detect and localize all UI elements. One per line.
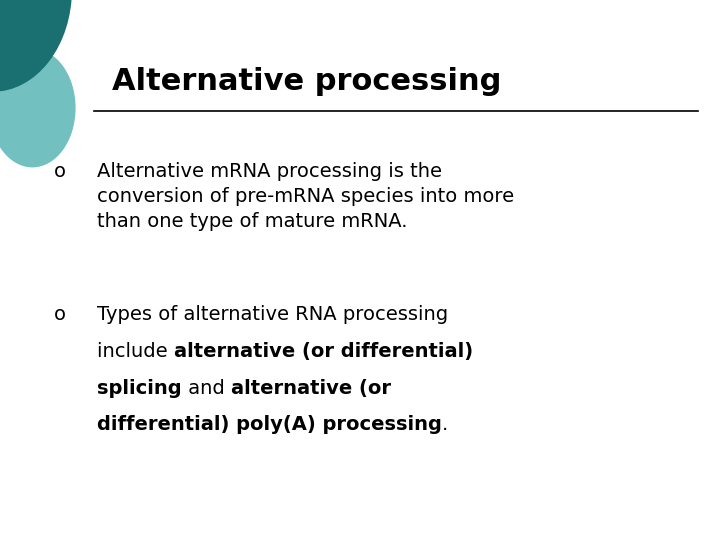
Text: splicing: splicing [97, 379, 182, 397]
Text: alternative (or differential): alternative (or differential) [174, 342, 473, 361]
Text: and: and [182, 379, 231, 397]
Text: .: . [442, 415, 449, 434]
Text: Alternative processing: Alternative processing [112, 68, 501, 97]
Text: o: o [54, 162, 66, 181]
Text: differential) poly(A) processing: differential) poly(A) processing [97, 415, 442, 434]
Text: alternative (or: alternative (or [231, 379, 391, 397]
Text: o: o [54, 305, 66, 324]
Text: include: include [97, 342, 174, 361]
Ellipse shape [0, 49, 76, 167]
Text: Alternative mRNA processing is the
conversion of pre-mRNA species into more
than: Alternative mRNA processing is the conve… [97, 162, 514, 231]
Text: Types of alternative RNA processing: Types of alternative RNA processing [97, 305, 449, 324]
Ellipse shape [0, 0, 72, 92]
